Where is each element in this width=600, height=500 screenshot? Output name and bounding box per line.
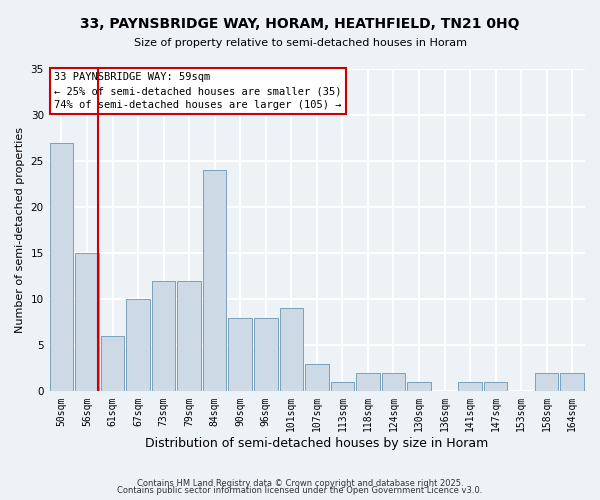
Bar [203,170,226,392]
Bar [75,253,99,392]
Bar [331,382,354,392]
Bar [484,382,508,392]
Bar [382,373,405,392]
Bar [127,299,150,392]
Bar [560,373,584,392]
Bar [178,281,201,392]
Text: Size of property relative to semi-detached houses in Horam: Size of property relative to semi-detach… [133,38,467,48]
Text: Contains public sector information licensed under the Open Government Licence v3: Contains public sector information licen… [118,486,482,495]
Bar [305,364,329,392]
Bar [356,373,380,392]
Text: 33 PAYNSBRIDGE WAY: 59sqm
← 25% of semi-detached houses are smaller (35)
74% of : 33 PAYNSBRIDGE WAY: 59sqm ← 25% of semi-… [54,72,341,110]
Bar [458,382,482,392]
Y-axis label: Number of semi-detached properties: Number of semi-detached properties [15,127,25,333]
Bar [101,336,124,392]
Bar [152,281,175,392]
Text: 33, PAYNSBRIDGE WAY, HORAM, HEATHFIELD, TN21 0HQ: 33, PAYNSBRIDGE WAY, HORAM, HEATHFIELD, … [80,18,520,32]
Bar [535,373,559,392]
Bar [50,142,73,392]
Bar [254,318,278,392]
X-axis label: Distribution of semi-detached houses by size in Horam: Distribution of semi-detached houses by … [145,437,488,450]
Bar [407,382,431,392]
Bar [280,308,303,392]
Bar [229,318,252,392]
Text: Contains HM Land Registry data © Crown copyright and database right 2025.: Contains HM Land Registry data © Crown c… [137,478,463,488]
